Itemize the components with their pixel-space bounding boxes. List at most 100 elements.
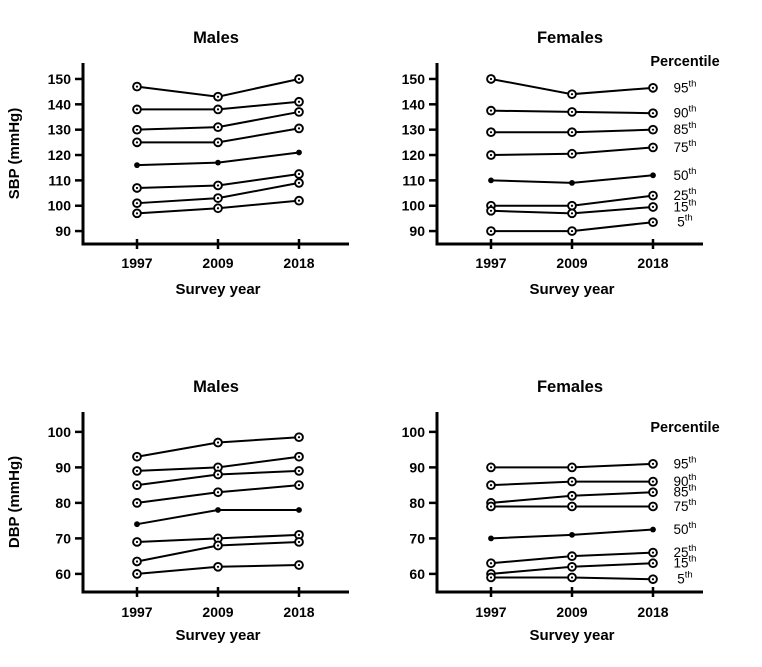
percentile-label-95th: 95th bbox=[674, 78, 697, 95]
data-point-marker-center-dot bbox=[297, 469, 301, 473]
data-point-marker-center-dot bbox=[489, 153, 493, 157]
data-point-marker-center-dot bbox=[651, 562, 655, 565]
x-tick-label: 2018 bbox=[283, 604, 314, 620]
data-point-marker-center-dot bbox=[135, 128, 139, 131]
y-tick-label: 110 bbox=[48, 172, 71, 188]
chart-dbp-females: Females 60 70 80 90 100 1997 2009 2018 Survey yea… bbox=[402, 378, 720, 644]
y-tick-label: 100 bbox=[48, 424, 72, 440]
data-point-marker-center-dot bbox=[216, 184, 220, 187]
data-point-marker-center-dot bbox=[570, 576, 574, 579]
data-point-marker-center-dot bbox=[651, 86, 655, 89]
data-point-marker-center-dot bbox=[489, 229, 493, 233]
y-tick-label: 70 bbox=[409, 530, 425, 546]
data-point-marker-center-dot bbox=[297, 77, 301, 81]
data-point-marker-center-dot bbox=[570, 152, 574, 155]
data-point-marker-center-dot bbox=[570, 565, 574, 568]
series-95th bbox=[486, 74, 658, 100]
data-point-marker-center-dot bbox=[216, 466, 220, 469]
data-point-marker-center-dot bbox=[651, 551, 655, 554]
series-90th bbox=[486, 105, 658, 119]
data-point-marker-center-dot bbox=[135, 560, 139, 563]
data-point-marker-center-dot bbox=[651, 578, 655, 581]
data-point-marker-center-dot bbox=[216, 141, 220, 144]
data-point-marker-center-dot bbox=[651, 480, 655, 483]
data-point-marker-center-dot bbox=[489, 131, 493, 134]
series-25th bbox=[132, 529, 304, 547]
series-95th bbox=[132, 432, 304, 462]
data-point-marker-center-dot bbox=[570, 131, 574, 134]
data-point-marker-center-dot bbox=[651, 205, 655, 209]
x-axis-label: Survey year bbox=[529, 281, 614, 298]
y-tick-label: 90 bbox=[409, 223, 425, 239]
series-5th bbox=[486, 217, 658, 236]
data-point-marker-center-dot bbox=[651, 128, 655, 131]
data-point-marker-center-dot bbox=[135, 202, 139, 205]
y-tick-label: 100 bbox=[402, 424, 426, 440]
y-tick-label: 140 bbox=[402, 96, 426, 112]
data-point-marker-filled bbox=[488, 177, 494, 184]
data-point-marker-center-dot bbox=[297, 199, 301, 202]
data-point-marker-center-dot bbox=[489, 109, 493, 112]
data-point-marker-filled bbox=[134, 162, 140, 169]
data-point-marker-center-dot bbox=[216, 565, 220, 568]
y-tick-label: 140 bbox=[48, 96, 72, 112]
y-tick-label: 60 bbox=[55, 566, 71, 582]
y-tick-label: 90 bbox=[55, 223, 71, 239]
data-point-marker-center-dot bbox=[489, 505, 493, 508]
chart-dbp-males: Males DBP (mmHg) 60 70 80 90 100 1997 2009 2018 Su… bbox=[6, 378, 349, 644]
data-point-marker-center-dot bbox=[297, 484, 301, 487]
series-5th bbox=[132, 195, 304, 219]
data-point-marker-center-dot bbox=[135, 108, 139, 111]
x-tick-label: 2009 bbox=[202, 604, 233, 620]
data-point-marker-filled bbox=[134, 521, 140, 528]
series-25th bbox=[132, 169, 304, 193]
y-tick-label: 130 bbox=[402, 122, 426, 138]
data-point-marker-center-dot bbox=[297, 172, 301, 176]
data-point-marker-center-dot bbox=[297, 436, 301, 439]
data-point-marker-center-dot bbox=[135, 141, 139, 144]
data-point-marker-center-dot bbox=[570, 505, 574, 508]
series-25th bbox=[486, 547, 658, 569]
data-point-marker-center-dot bbox=[216, 207, 220, 210]
y-tick-label: 110 bbox=[402, 172, 425, 188]
chart-title: Females bbox=[537, 378, 603, 396]
percentile-label-15th: 15th bbox=[674, 554, 697, 571]
y-tick-label: 100 bbox=[402, 198, 426, 214]
series-90th bbox=[132, 96, 304, 115]
y-tick-label: 120 bbox=[402, 147, 426, 163]
y-tick-label: 80 bbox=[55, 495, 71, 511]
data-point-marker-center-dot bbox=[216, 126, 220, 129]
y-tick-label: 80 bbox=[409, 495, 425, 511]
data-point-marker-center-dot bbox=[297, 181, 301, 185]
percentile-label-5th: 5th bbox=[677, 213, 692, 230]
chart-title: Males bbox=[193, 29, 239, 47]
data-point-marker-filled bbox=[215, 507, 221, 513]
series-15th bbox=[132, 178, 304, 209]
data-point-marker-center-dot bbox=[297, 540, 301, 544]
data-point-marker-center-dot bbox=[135, 501, 139, 504]
data-point-marker-center-dot bbox=[651, 505, 655, 508]
x-tick-label: 2009 bbox=[556, 604, 587, 620]
data-point-marker-filled bbox=[488, 535, 494, 542]
chart-sbp-males: Males SBP (mmHg) 90 100 110 120 130 140 150 1997 2… bbox=[6, 29, 349, 298]
x-axis-label: Survey year bbox=[529, 627, 614, 644]
data-point-marker-center-dot bbox=[216, 197, 220, 200]
percentile-label-50th: 50th bbox=[674, 166, 697, 183]
data-point-marker-center-dot bbox=[651, 462, 655, 465]
percentile-label-90th: 90th bbox=[674, 104, 697, 121]
series-5th bbox=[486, 572, 658, 585]
y-tick-label: 150 bbox=[402, 71, 426, 87]
data-point-marker-center-dot bbox=[489, 77, 493, 81]
data-point-marker-center-dot bbox=[651, 146, 655, 149]
x-tick-label: 1997 bbox=[475, 604, 506, 620]
data-point-marker-center-dot bbox=[570, 110, 574, 114]
data-point-marker-center-dot bbox=[489, 466, 493, 469]
y-tick-label: 120 bbox=[48, 147, 72, 163]
percentile-label-95th: 95th bbox=[674, 454, 697, 471]
series-75th bbox=[132, 480, 304, 508]
data-point-marker-center-dot bbox=[216, 544, 220, 547]
data-point-marker-center-dot bbox=[651, 221, 655, 224]
y-axis-label: DBP (mmHg) bbox=[6, 456, 23, 548]
data-point-marker-filled bbox=[650, 526, 656, 533]
